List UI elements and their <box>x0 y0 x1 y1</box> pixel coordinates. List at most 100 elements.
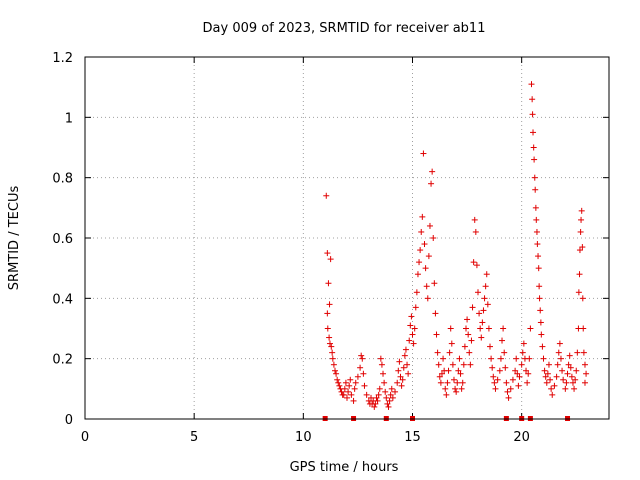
y-tick-label: 1.2 <box>52 51 73 66</box>
data-point <box>581 379 588 386</box>
data-point <box>525 370 532 377</box>
data-point <box>331 367 338 374</box>
data-point <box>505 394 512 401</box>
data-point <box>544 370 551 377</box>
data-point <box>446 349 453 356</box>
data-point <box>384 400 391 407</box>
data-point <box>324 250 331 257</box>
y-tick-label: 0.8 <box>52 172 73 187</box>
y-tick-label: 0.6 <box>52 232 73 247</box>
data-point <box>414 271 421 278</box>
data-point <box>406 337 413 344</box>
data-point <box>492 385 499 392</box>
data-point <box>394 379 401 386</box>
data-point <box>545 361 552 368</box>
grid <box>85 57 609 419</box>
data-point <box>335 379 342 386</box>
data-point <box>533 216 540 223</box>
data-point <box>475 289 481 296</box>
data-point <box>448 340 455 347</box>
data-point <box>323 192 330 199</box>
data-point <box>530 129 537 136</box>
data-point <box>326 334 333 341</box>
data-point <box>536 283 543 290</box>
data-point <box>497 355 504 362</box>
data-point <box>421 241 428 248</box>
data-point <box>374 397 381 404</box>
data-point <box>557 355 564 362</box>
data-point <box>387 391 394 398</box>
data-point <box>556 340 563 347</box>
data-point <box>443 391 450 398</box>
data-point <box>524 379 531 386</box>
data-point <box>396 358 403 365</box>
data-point <box>385 403 392 410</box>
data-point <box>359 355 366 362</box>
data-point <box>357 364 364 371</box>
data-point <box>539 343 546 350</box>
data-point <box>574 349 581 356</box>
data-point <box>572 376 579 383</box>
data-point <box>565 361 572 368</box>
data-point <box>465 331 472 338</box>
data-point <box>502 364 509 371</box>
data-point <box>535 265 542 272</box>
data-point <box>529 111 536 118</box>
data-point <box>329 349 336 356</box>
data-point <box>344 394 350 401</box>
data-point <box>480 307 487 314</box>
data-point <box>416 259 423 266</box>
data-point <box>398 382 405 389</box>
data-point <box>426 222 433 229</box>
data-point <box>458 385 465 392</box>
data-point <box>487 343 494 350</box>
data-point <box>461 343 468 350</box>
data-point <box>340 391 347 398</box>
data-point <box>527 325 534 332</box>
data-point <box>419 213 426 220</box>
data-point <box>363 391 370 398</box>
data-point <box>342 379 349 386</box>
data-point <box>481 295 488 302</box>
chart-title: Day 009 of 2023, SRMTID for receiver ab1… <box>203 21 486 36</box>
data-point <box>537 307 544 314</box>
data-point <box>386 397 393 404</box>
data-point <box>529 96 536 103</box>
data-point <box>372 400 379 407</box>
data-point <box>360 370 367 377</box>
data-point <box>410 340 417 347</box>
data-point <box>548 385 555 392</box>
data-point <box>515 382 522 389</box>
data-point <box>549 391 556 398</box>
data-point <box>336 382 343 389</box>
data-point <box>579 295 586 302</box>
data-point <box>575 289 582 296</box>
data-point <box>488 355 495 362</box>
data-point <box>542 373 549 380</box>
data-point <box>518 361 525 368</box>
data-point <box>435 361 442 368</box>
data-point <box>531 156 538 163</box>
data-point <box>429 168 436 175</box>
data-point <box>553 373 560 380</box>
data-point <box>380 370 387 377</box>
data-point <box>434 349 441 356</box>
data-point <box>460 361 467 368</box>
plot-frame <box>84 56 610 420</box>
data-point <box>462 325 469 332</box>
data-point <box>541 367 548 374</box>
data-point <box>567 364 574 371</box>
data-point <box>568 373 575 380</box>
data-point <box>420 150 427 157</box>
data-point <box>432 310 439 317</box>
data-point <box>490 373 497 380</box>
data-point <box>392 388 399 395</box>
data-point <box>389 394 396 401</box>
data-point <box>482 283 489 290</box>
data-point <box>430 235 437 241</box>
data-point <box>397 373 404 380</box>
data-point <box>345 388 352 395</box>
data-point <box>395 367 402 374</box>
data-point <box>402 346 409 353</box>
data-point <box>538 331 545 338</box>
